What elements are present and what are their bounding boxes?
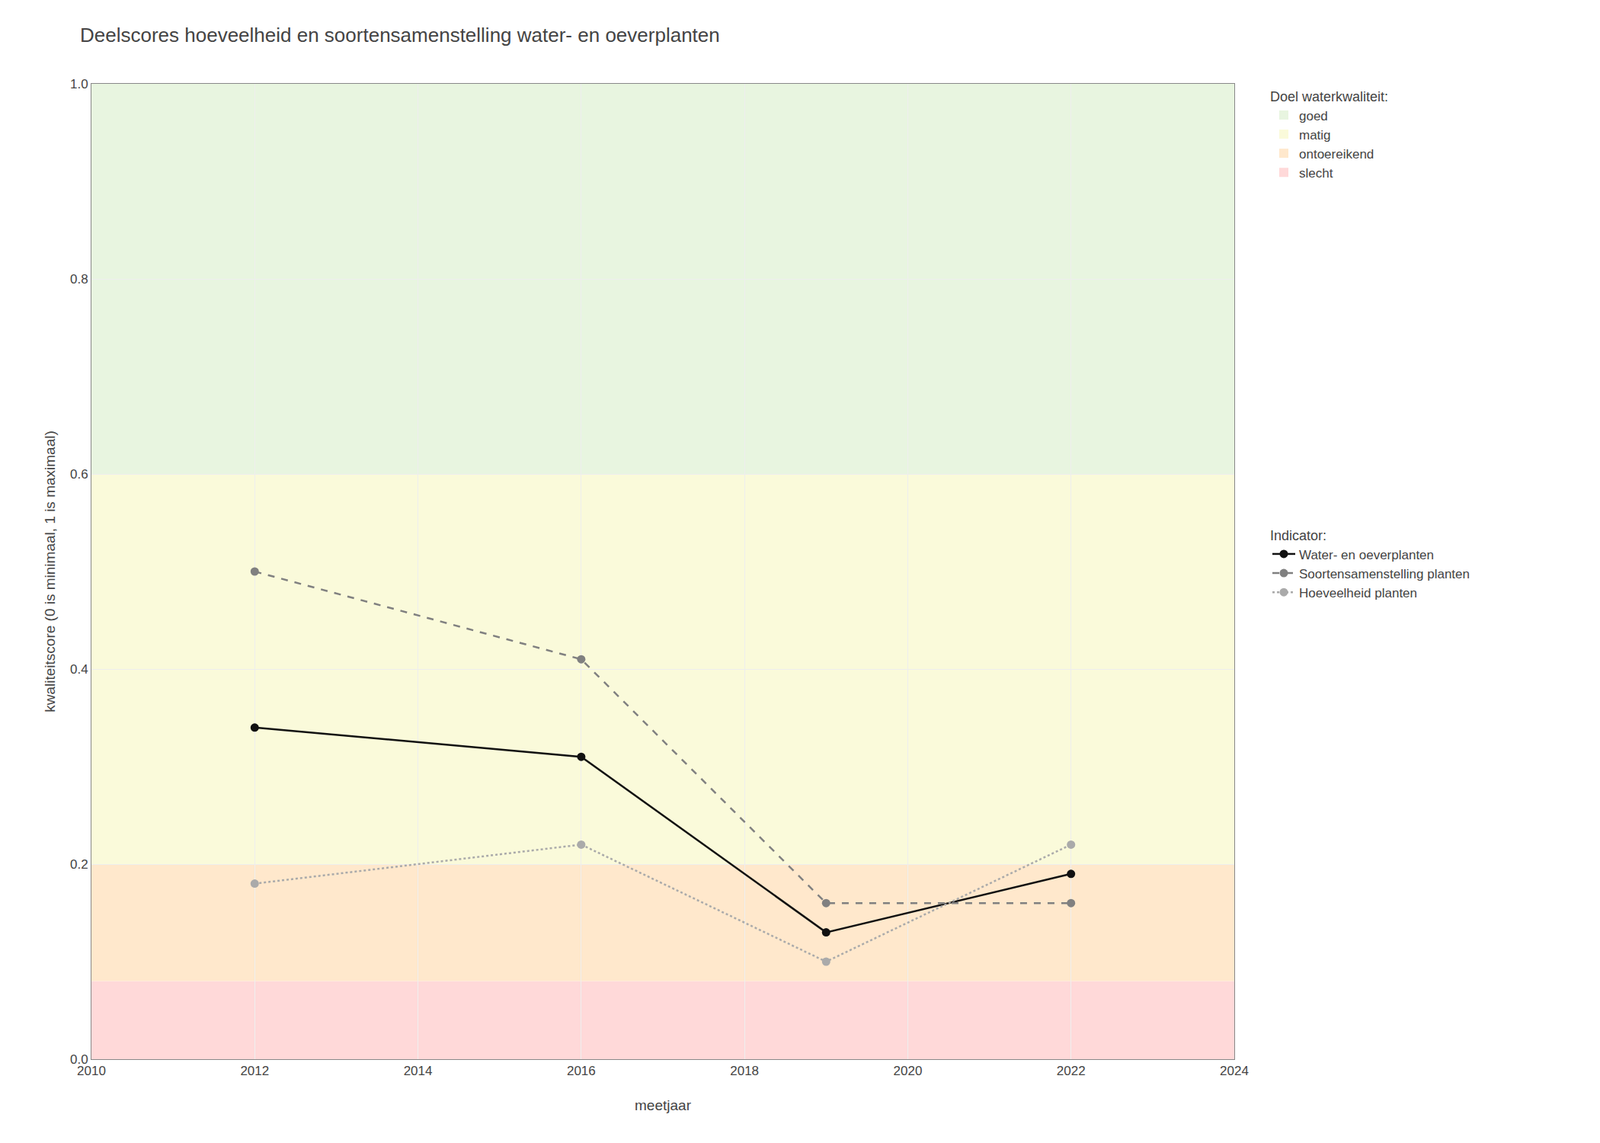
svg-text:Water- en oeverplanten: Water- en oeverplanten — [1299, 547, 1434, 563]
svg-text:Hoeveelheid planten: Hoeveelheid planten — [1299, 585, 1418, 601]
svg-text:2022: 2022 — [1056, 1063, 1086, 1079]
svg-text:meetjaar: meetjaar — [634, 1097, 692, 1114]
svg-text:Doel waterkwaliteit:: Doel waterkwaliteit: — [1270, 89, 1389, 105]
svg-text:goed: goed — [1299, 108, 1328, 124]
svg-text:0.0: 0.0 — [70, 1052, 89, 1067]
svg-text:2016: 2016 — [566, 1063, 596, 1079]
svg-text:slecht: slecht — [1299, 166, 1334, 181]
svg-text:2014: 2014 — [403, 1063, 433, 1079]
svg-text:Indicator:: Indicator: — [1270, 528, 1327, 544]
svg-text:0.2: 0.2 — [70, 857, 89, 872]
svg-text:matig: matig — [1299, 128, 1332, 143]
svg-text:2010: 2010 — [76, 1063, 106, 1079]
svg-text:2024: 2024 — [1219, 1063, 1249, 1079]
svg-text:1.0: 1.0 — [70, 76, 89, 92]
svg-text:0.8: 0.8 — [70, 272, 89, 287]
svg-text:kwaliteitscore (0 is minimaal,: kwaliteitscore (0 is minimaal, 1 is maxi… — [41, 430, 58, 713]
svg-text:2018: 2018 — [729, 1063, 759, 1079]
svg-text:ontoereikend: ontoereikend — [1299, 147, 1374, 162]
svg-text:2020: 2020 — [893, 1063, 923, 1079]
svg-text:2012: 2012 — [240, 1063, 269, 1079]
svg-text:Deelscores hoeveelheid en soor: Deelscores hoeveelheid en soortensamenst… — [80, 23, 720, 47]
svg-text:0.4: 0.4 — [70, 662, 89, 677]
svg-text:0.6: 0.6 — [70, 467, 89, 482]
svg-text:Soortensamenstelling planten: Soortensamenstelling planten — [1299, 566, 1470, 582]
